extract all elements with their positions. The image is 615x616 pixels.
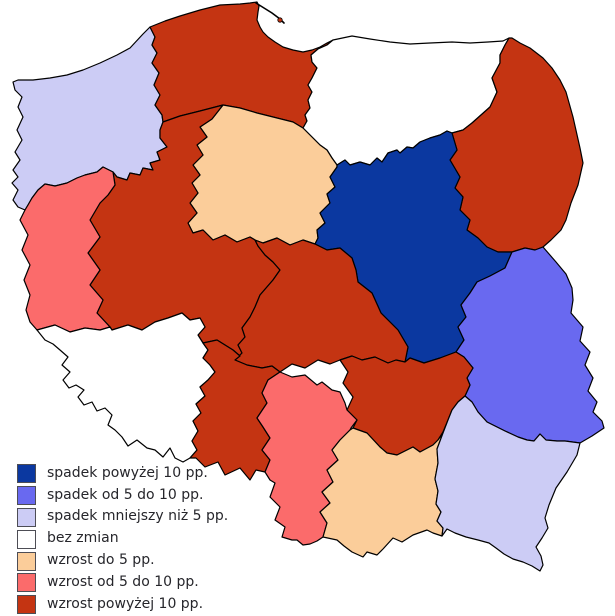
legend-label: spadek powyżej 10 pp.	[47, 464, 208, 481]
legend-item-decrease-over-10: spadek powyżej 10 pp.	[17, 463, 228, 485]
legend-item-increase-under-5: wzrost do 5 pp.	[17, 550, 228, 572]
region-lubuskie	[19, 166, 116, 333]
region-slaskie	[256, 371, 358, 546]
legend-label: spadek mniejszy niż 5 pp.	[47, 508, 229, 525]
legend-swatch-lavender	[17, 507, 36, 527]
legend-item-increase-5-10: wzrost od 5 do 10 pp.	[17, 572, 228, 594]
legend-label: wzrost od 5 do 10 pp.	[47, 573, 199, 590]
region-dolnoslaskie	[36, 312, 216, 463]
legend-label: wzrost do 5 pp.	[47, 552, 155, 569]
legend-label: bez zmian	[47, 530, 119, 547]
legend-item-decrease-under-5: spadek mniejszy niż 5 pp.	[17, 507, 228, 529]
legend-item-increase-over-10: wzrost powyżej 10 pp.	[17, 594, 228, 616]
legend-swatch-salmon	[17, 573, 36, 593]
legend-label: spadek od 5 do 10 pp.	[47, 486, 204, 503]
legend-swatch-peach	[17, 551, 36, 571]
legend: spadek powyżej 10 pp. spadek od 5 do 10 …	[17, 463, 228, 616]
region-podkarpackie	[434, 395, 581, 572]
legend-item-no-change: bez zmian	[17, 528, 228, 550]
region-opolskie	[189, 339, 281, 481]
legend-label: wzrost powyżej 10 pp.	[47, 595, 204, 612]
legend-swatch-blue	[17, 486, 36, 506]
legend-swatch-navy	[17, 464, 36, 484]
region-malopolskie	[319, 427, 444, 558]
legend-swatch-white	[17, 529, 36, 549]
legend-item-decrease-5-10: spadek od 5 do 10 pp.	[17, 485, 228, 507]
hel-peninsula-tip	[277, 17, 283, 23]
legend-swatch-dark-red	[17, 595, 36, 615]
